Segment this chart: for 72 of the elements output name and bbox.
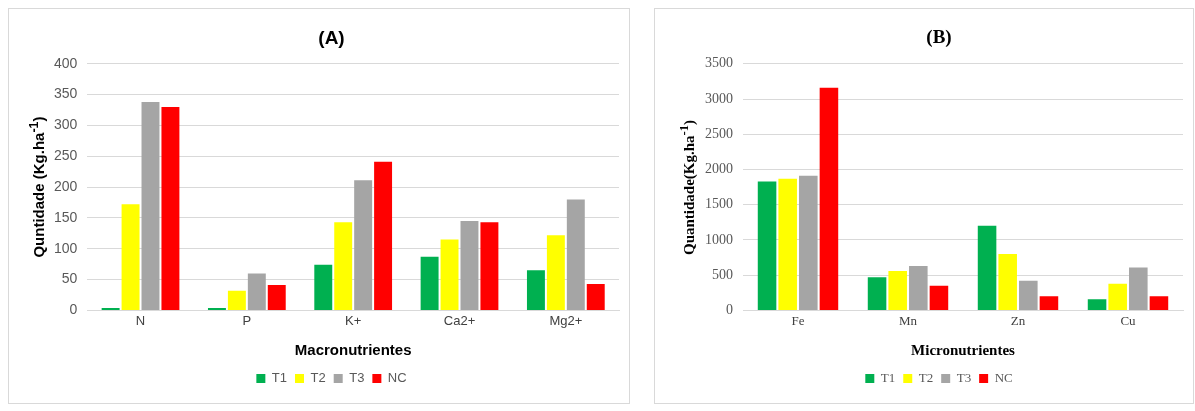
y-tick-label: 1000 bbox=[705, 231, 733, 247]
bar bbox=[354, 180, 373, 310]
bar bbox=[121, 204, 140, 310]
x-tick-label: P bbox=[242, 312, 252, 328]
legend-label: T2 bbox=[310, 370, 326, 386]
bar bbox=[909, 266, 928, 310]
bar bbox=[799, 175, 818, 310]
bar bbox=[929, 285, 949, 310]
chart-title: (B) bbox=[926, 26, 952, 49]
legend-label: T3 bbox=[956, 369, 972, 385]
bar bbox=[480, 222, 499, 310]
bar bbox=[867, 277, 887, 310]
bar bbox=[460, 221, 479, 310]
chart-title: (A) bbox=[318, 26, 345, 48]
x-axis-title: Micronutrientes bbox=[911, 341, 1016, 358]
bar bbox=[1108, 283, 1127, 310]
x-tick-label: Mg2+ bbox=[549, 312, 583, 328]
x-tick-label: Fe bbox=[791, 312, 805, 328]
x-axis-title: Macronutrientes bbox=[294, 341, 412, 359]
bar bbox=[247, 273, 266, 310]
y-tick-label: 150 bbox=[54, 208, 78, 225]
y-tick-label: 2500 bbox=[705, 125, 733, 141]
x-tick-label: K+ bbox=[345, 312, 362, 328]
legend-label: NC bbox=[387, 370, 407, 386]
x-tick-label: Zn bbox=[1010, 312, 1026, 328]
bar bbox=[819, 87, 839, 310]
y-tick-label: 300 bbox=[54, 116, 78, 133]
y-tick-label: 0 bbox=[69, 301, 78, 318]
bar bbox=[586, 283, 605, 310]
legend-label: T1 bbox=[271, 370, 288, 386]
bar bbox=[526, 270, 545, 310]
y-tick-label: 350 bbox=[54, 85, 78, 102]
y-tick-label: 3500 bbox=[705, 55, 733, 71]
bar bbox=[757, 181, 777, 310]
bar bbox=[267, 285, 286, 310]
bar bbox=[141, 102, 160, 310]
bar bbox=[566, 199, 585, 310]
bar bbox=[998, 254, 1017, 310]
bar bbox=[1087, 299, 1107, 310]
bar bbox=[420, 256, 439, 310]
y-tick-label: 250 bbox=[54, 147, 78, 164]
bar bbox=[334, 222, 353, 310]
bar bbox=[374, 161, 393, 310]
y-tick-label: 0 bbox=[726, 302, 733, 318]
bar bbox=[778, 178, 797, 310]
bar bbox=[1039, 296, 1059, 310]
y-tick-label: 3000 bbox=[705, 90, 733, 106]
y-tick-label: 100 bbox=[54, 239, 78, 256]
bar bbox=[227, 290, 246, 310]
legend-label: T1 bbox=[880, 369, 896, 385]
bar bbox=[1149, 296, 1169, 310]
y-tick-label: 1500 bbox=[705, 196, 733, 212]
bar bbox=[977, 225, 997, 310]
x-tick-label: Cu bbox=[1120, 312, 1137, 328]
bar bbox=[314, 264, 333, 310]
x-tick-label: N bbox=[135, 312, 146, 328]
y-tick-label: 2000 bbox=[705, 161, 733, 177]
y-tick-label: 500 bbox=[712, 266, 733, 282]
x-tick-label: Mn bbox=[898, 312, 918, 328]
y-tick-label: 400 bbox=[54, 54, 78, 71]
bar bbox=[546, 235, 565, 310]
bar bbox=[440, 239, 459, 310]
bar bbox=[1019, 280, 1038, 310]
bar bbox=[161, 106, 180, 310]
bar bbox=[1129, 267, 1148, 310]
bar bbox=[888, 270, 907, 310]
x-tick-label: Ca2+ bbox=[443, 312, 476, 328]
legend-label: NC bbox=[994, 369, 1013, 385]
legend-label: T3 bbox=[349, 370, 365, 386]
y-tick-label: 50 bbox=[61, 270, 78, 287]
y-tick-label: 200 bbox=[54, 177, 78, 194]
legend-label: T2 bbox=[918, 369, 934, 385]
